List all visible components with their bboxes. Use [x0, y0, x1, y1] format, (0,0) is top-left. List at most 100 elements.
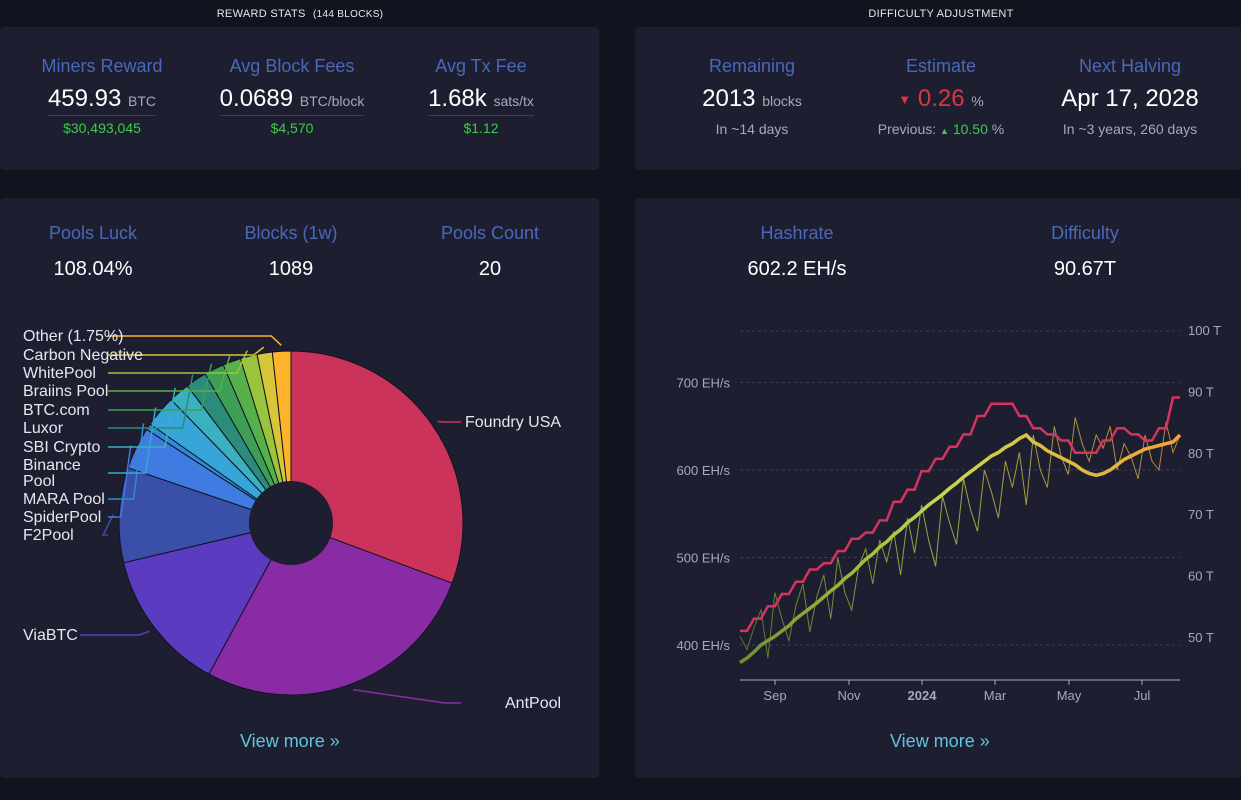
next-halving-sub: In ~3 years, 260 days [1062, 121, 1198, 137]
estimate-value-row: ▼ 0.26 % [860, 85, 1022, 113]
estimate-previous-unit: % [991, 121, 1005, 137]
reward-stats-header: REWARD STATS (144 BLOCKS) [0, 8, 600, 20]
pie-leader-line [353, 688, 461, 704]
estimate-unit: % [971, 93, 984, 109]
pie-label: F2Pool [23, 527, 74, 544]
pie-label: BTC.com [23, 402, 90, 419]
miners-reward-value: 459.93 [47, 85, 122, 112]
estimate-previous-value: 10.50 [952, 121, 988, 137]
series-difficulty [740, 396, 1180, 633]
next-halving-label: Next Halving [1078, 56, 1182, 76]
y-right-tick-label: 70 T [1188, 507, 1214, 522]
y-right-tick-label: 80 T [1188, 446, 1214, 461]
pie-leader-line [108, 346, 265, 356]
pie-leader-line [108, 355, 231, 392]
series-hashrate-average [739, 432, 1182, 664]
hashrate-label: Hashrate [760, 223, 834, 243]
pie-leader-line [108, 350, 248, 374]
miners-reward-fiat: $30,493,045 [63, 120, 141, 136]
pie-label: ViaBTC [23, 627, 78, 644]
pie-leader-line [108, 335, 282, 346]
pie-leader-line [101, 514, 114, 536]
remaining-value: 2013 [702, 85, 756, 112]
pools-view-more-link[interactable]: View more » [240, 731, 340, 751]
pie-label: Pool [23, 473, 55, 490]
series-hashrate-daily [739, 417, 1181, 659]
pie-label: SBI Crypto [23, 439, 100, 456]
pie-leader-line [108, 407, 157, 474]
y-left-tick-label: 400 EH/s [677, 638, 731, 653]
pie-slice-viabtc[interactable] [123, 522, 292, 675]
x-tick-label: Jul [1134, 688, 1151, 703]
y-right-tick-label: 90 T [1188, 384, 1214, 399]
pie-label: Carbon Negative [23, 347, 143, 364]
estimate-previous-label: Previous: [877, 121, 937, 137]
avg-tx-fee-stat: Avg Tx Fee 1.68k sats/tx $1.12 [405, 56, 557, 136]
miners-reward-value-row: 459.93 BTC [47, 85, 157, 116]
avg-block-fees-stat: Avg Block Fees 0.0689 BTC/block $4,570 [207, 56, 377, 136]
pie-slice-antpool[interactable] [208, 522, 453, 696]
estimate-value: 0.26 [917, 85, 965, 112]
remaining-value-row: 2013 blocks [672, 85, 832, 113]
pie-leader-line [108, 363, 213, 411]
pie-label: Other (1.75%) [23, 328, 123, 345]
pie-label: WhitePool [23, 365, 96, 382]
avg-block-fees-label: Avg Block Fees [229, 56, 355, 76]
x-tick-label: May [1057, 688, 1082, 703]
pools-luck-stat: Pools Luck 108.04% [13, 223, 173, 281]
blocks-1w-value: 1089 [268, 258, 314, 280]
avg-block-fees-value: 0.0689 [219, 85, 294, 112]
pie-label: Binance [23, 457, 81, 474]
pie-label: Luxor [23, 420, 64, 437]
pie-slice-foundry-usa[interactable] [290, 350, 464, 584]
estimate-stat: Estimate ▼ 0.26 % Previous: ▲ 10.50 % [860, 56, 1022, 137]
difficulty-value: 90.67T [1053, 258, 1117, 280]
x-tick-label: Nov [837, 688, 861, 703]
y-left-tick-label: 700 EH/s [677, 376, 731, 391]
pools-count-value: 20 [478, 258, 502, 280]
pie-leader-line [108, 387, 176, 448]
caret-up-icon: ▲ [940, 126, 949, 136]
hashrate-card: Hashrate 602.2 EH/s Difficulty 90.67T Vi… [635, 198, 1241, 778]
y-right-tick-label: 50 T [1188, 630, 1214, 645]
estimate-previous-row: Previous: ▲ 10.50 % [860, 121, 1022, 137]
y-right-tick-label: 100 T [1188, 323, 1221, 338]
miners-reward-label: Miners Reward [41, 56, 163, 76]
avg-block-fees-value-row: 0.0689 BTC/block [219, 85, 365, 116]
hashrate-stat: Hashrate 602.2 EH/s [717, 223, 877, 281]
blocks-1w-label: Blocks (1w) [244, 223, 338, 243]
y-left-tick-label: 500 EH/s [677, 551, 731, 566]
reward-stats-subtitle: (144 BLOCKS) [313, 9, 384, 20]
pie-label: Foundry USA [465, 414, 561, 431]
y-right-tick-label: 60 T [1188, 569, 1214, 584]
difficulty-adjustment-card: Remaining 2013 blocks In ~14 days Estima… [635, 27, 1241, 170]
avg-tx-fee-label: Avg Tx Fee [435, 56, 527, 76]
pools-pie-chart: Foundry USA AntPool ViaBTC F2PoolSpiderPool… [23, 328, 561, 712]
pools-count-stat: Pools Count 20 [410, 223, 570, 281]
pie-slice-other-1-75-[interactable] [271, 350, 292, 524]
reward-stats-card: Miners Reward 459.93 BTC $30,493,045 Avg… [0, 27, 599, 170]
remaining-unit: blocks [762, 93, 802, 109]
blocks-1w-stat: Blocks (1w) 1089 [211, 223, 371, 281]
hashrate-view-more-link[interactable]: View more » [890, 731, 990, 751]
avg-tx-fee-unit: sats/tx [493, 93, 534, 109]
pools-luck-label: Pools Luck [48, 223, 138, 243]
pie-leader-line [108, 423, 145, 500]
difficulty-label: Difficulty [1051, 223, 1119, 243]
pie-leader-line [108, 445, 132, 518]
miners-reward-unit: BTC [128, 93, 157, 109]
hashrate-chart: 400 EH/s 500 EH/s 600 EH/s 700 EH/s 50 T 60 T… [677, 323, 1222, 703]
pools-count-label: Pools Count [440, 223, 540, 243]
x-tick-label: 2024 [908, 688, 938, 703]
miners-reward-stat: Miners Reward 459.93 BTC $30,493,045 [22, 56, 182, 136]
remaining-sub: In ~14 days [715, 121, 789, 137]
next-halving-stat: Next Halving Apr 17, 2028 In ~3 years, 2… [1048, 56, 1212, 137]
pie-label: MARA Pool [23, 491, 105, 508]
pie-label: SpiderPool [23, 509, 101, 526]
estimate-label: Estimate [905, 56, 977, 76]
reward-stats-title: REWARD STATS [216, 8, 306, 20]
pie-leader-line [437, 420, 461, 423]
remaining-stat: Remaining 2013 blocks In ~14 days [672, 56, 832, 137]
pie-leader-line [80, 630, 150, 636]
pie-label: Braiins Pool [23, 383, 108, 400]
